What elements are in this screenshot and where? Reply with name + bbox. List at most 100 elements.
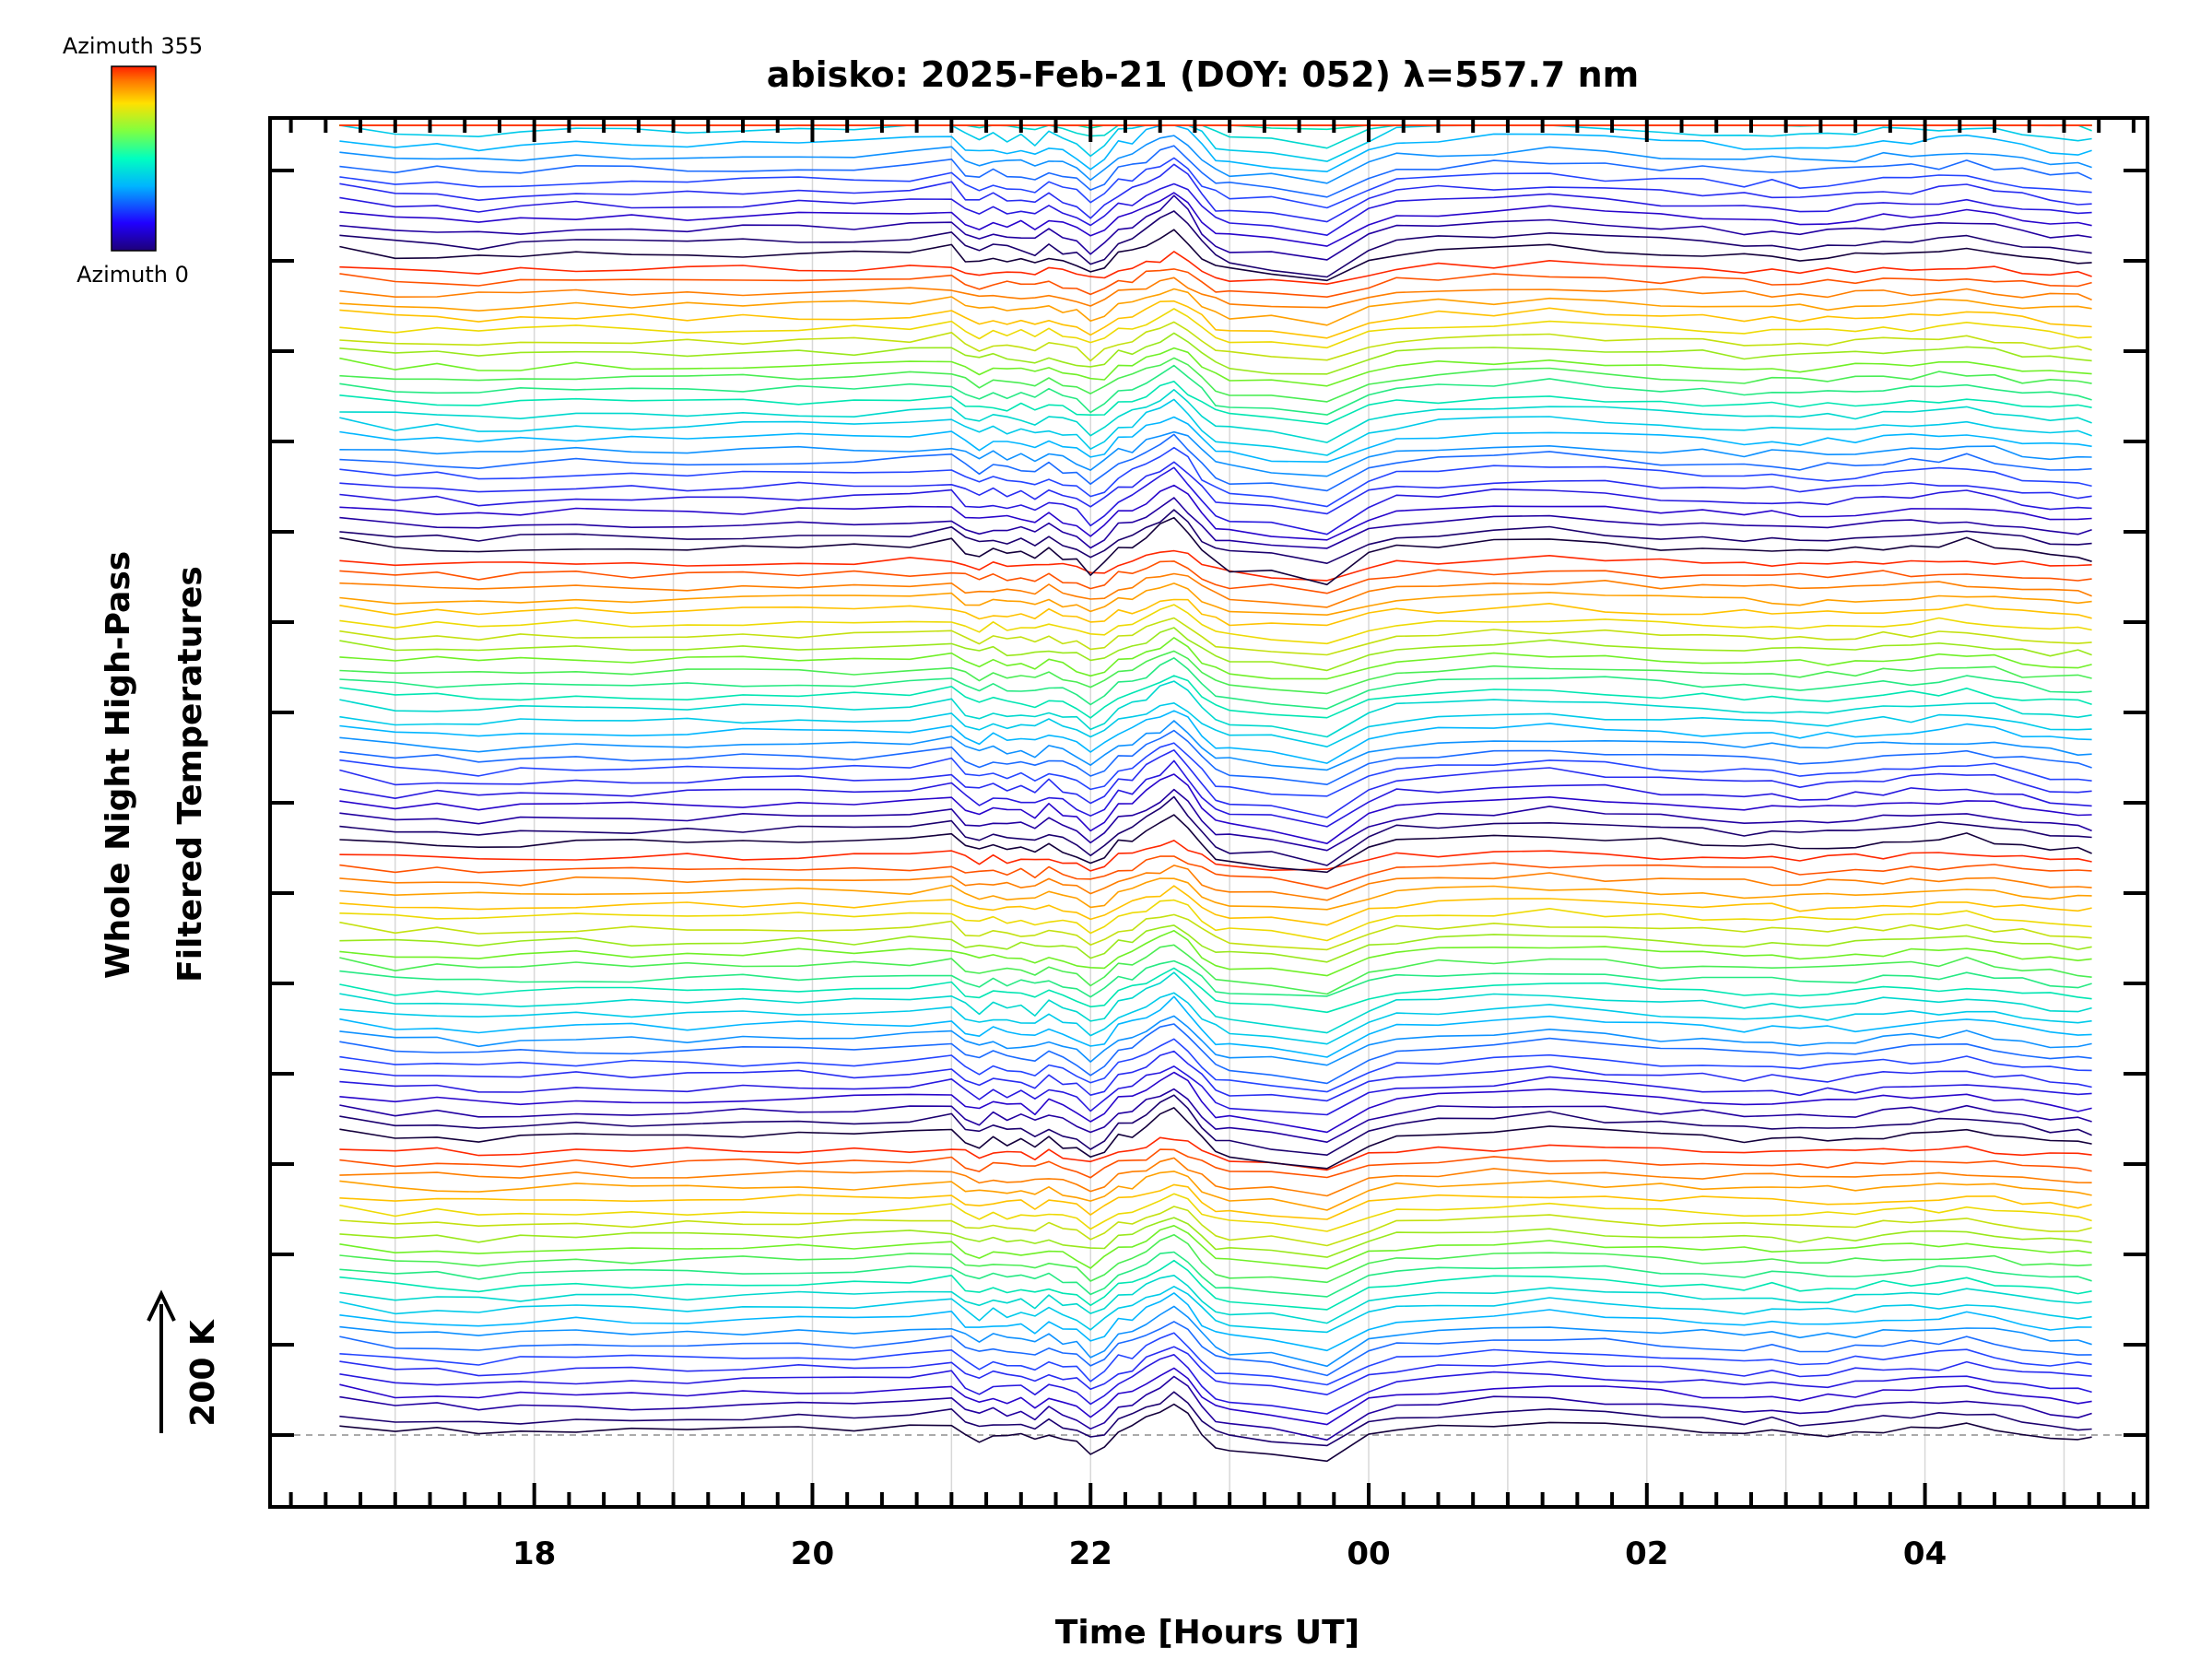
series-line bbox=[339, 1346, 2092, 1395]
series-line bbox=[339, 163, 2092, 223]
series-line bbox=[339, 1225, 2092, 1270]
series-line bbox=[339, 1367, 2092, 1426]
series-line bbox=[339, 497, 2092, 549]
series-line bbox=[339, 1217, 2092, 1258]
series-line bbox=[339, 192, 2092, 247]
series-line bbox=[339, 1094, 2092, 1156]
series-line bbox=[339, 657, 2092, 710]
scale-label: 200 K bbox=[184, 1319, 222, 1427]
series-line bbox=[339, 598, 2092, 627]
series-line bbox=[339, 1136, 2092, 1171]
series-line bbox=[339, 748, 2092, 818]
series-line bbox=[339, 1071, 2092, 1134]
series-line bbox=[339, 321, 2092, 362]
x-tick-label: 04 bbox=[1903, 1535, 1947, 1572]
series-line bbox=[339, 1403, 2092, 1463]
series-line bbox=[339, 944, 2092, 995]
series-line bbox=[339, 913, 2092, 951]
series-line bbox=[339, 347, 2092, 387]
series-line bbox=[339, 865, 2092, 901]
series-line bbox=[339, 840, 2092, 872]
series-line bbox=[339, 466, 2092, 535]
series-line bbox=[339, 1259, 2092, 1311]
series-line bbox=[339, 1375, 2092, 1441]
series-line bbox=[339, 446, 2092, 508]
series-line bbox=[339, 701, 2092, 748]
series-line bbox=[339, 967, 2092, 1014]
series-line bbox=[339, 388, 2092, 443]
scale-arrow-icon bbox=[147, 1289, 176, 1433]
series-line bbox=[339, 1171, 2092, 1211]
series-line bbox=[339, 1038, 2092, 1093]
series-line bbox=[339, 308, 2092, 349]
series-line bbox=[339, 855, 2092, 890]
series-line bbox=[339, 433, 2092, 492]
series-line bbox=[339, 572, 2092, 608]
series-line bbox=[339, 1148, 2092, 1179]
series-line bbox=[339, 1233, 2092, 1284]
series-line bbox=[339, 773, 2092, 845]
series-line bbox=[339, 582, 2092, 617]
series-line bbox=[339, 484, 2092, 541]
series-line bbox=[339, 145, 2092, 198]
series-line bbox=[339, 516, 2092, 586]
series-line bbox=[339, 461, 2092, 515]
y-axis-label-line2: Filtered Temperatures bbox=[171, 566, 209, 982]
series-line bbox=[339, 229, 2092, 282]
series-line bbox=[339, 1391, 2092, 1447]
x-tick-label: 18 bbox=[512, 1535, 556, 1572]
series-line bbox=[339, 1305, 2092, 1368]
series-line bbox=[339, 924, 2092, 963]
series-line bbox=[339, 398, 2092, 456]
series-line bbox=[339, 1065, 2092, 1116]
y-axis-label-line1: Whole Night High-Pass bbox=[100, 551, 137, 979]
series-line bbox=[339, 992, 2092, 1045]
series-line bbox=[339, 650, 2092, 695]
x-axis-label: Time [Hours UT] bbox=[1055, 1614, 1359, 1652]
series-line bbox=[339, 1332, 2092, 1386]
series-line bbox=[339, 251, 2092, 286]
series-line bbox=[339, 675, 2092, 719]
series-line bbox=[339, 210, 2092, 278]
series-line bbox=[339, 1023, 2092, 1085]
series-line bbox=[339, 357, 2092, 403]
series-line bbox=[339, 617, 2092, 656]
series-line bbox=[339, 430, 2092, 477]
series-line bbox=[339, 637, 2092, 680]
series-line bbox=[339, 1193, 2092, 1232]
series-line bbox=[339, 1286, 2092, 1334]
series-line bbox=[339, 729, 2092, 786]
series-line bbox=[339, 509, 2092, 565]
series-line bbox=[339, 1206, 2092, 1247]
series-line bbox=[339, 899, 2092, 942]
series-line bbox=[339, 1183, 2092, 1220]
series-line bbox=[339, 929, 2092, 977]
series-line bbox=[339, 788, 2092, 852]
series-line bbox=[339, 604, 2092, 645]
x-tick-label: 00 bbox=[1347, 1535, 1390, 1572]
series-line bbox=[339, 1107, 2092, 1170]
series-line bbox=[339, 416, 2092, 464]
series-line bbox=[339, 995, 2092, 1058]
series-line bbox=[339, 364, 2092, 416]
series-line bbox=[339, 814, 2092, 874]
series-line bbox=[339, 680, 2092, 738]
plot-frame bbox=[268, 116, 2149, 1509]
series-line bbox=[339, 710, 2092, 764]
series-line bbox=[339, 276, 2092, 309]
series-line bbox=[339, 332, 2092, 375]
series-line bbox=[339, 135, 2092, 184]
series-line bbox=[339, 885, 2092, 926]
series-line bbox=[339, 1275, 2092, 1324]
colorbar bbox=[111, 65, 157, 252]
series-line bbox=[339, 157, 2092, 209]
x-tick-label: 20 bbox=[791, 1535, 834, 1572]
series-line bbox=[339, 877, 2092, 911]
series-line bbox=[339, 1015, 2092, 1066]
series-line bbox=[339, 300, 2092, 339]
series-line bbox=[339, 268, 2092, 299]
series-line bbox=[339, 1157, 2092, 1197]
x-tick-labels: 18 20 22 00 02 04 bbox=[512, 1535, 1947, 1572]
series-line bbox=[339, 1251, 2092, 1298]
